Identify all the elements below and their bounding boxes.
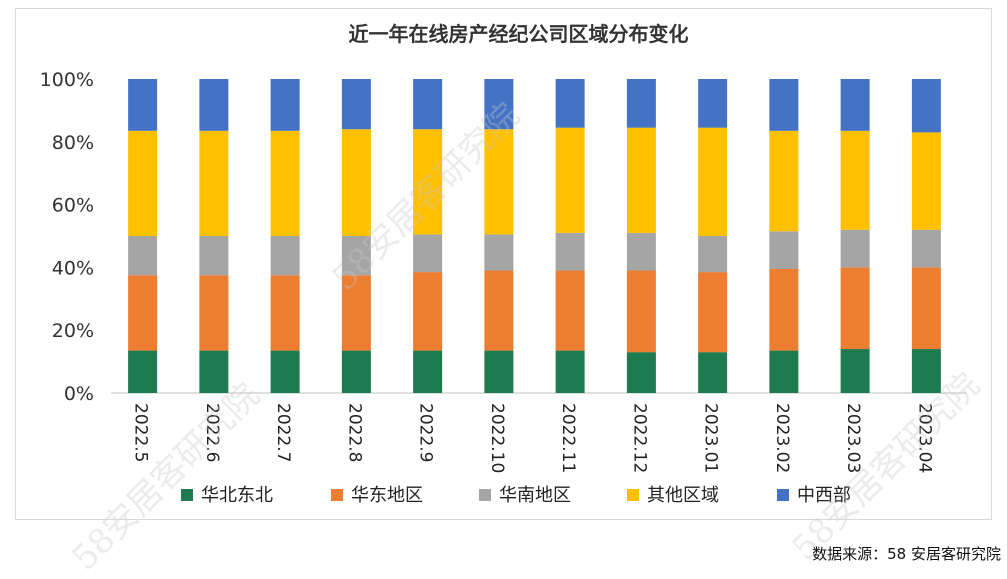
bar-segment [626, 127, 656, 233]
bar-segment [270, 79, 300, 131]
bar-segment [840, 79, 870, 131]
x-tick-label: 2022.7 [273, 403, 293, 462]
bar-segment [128, 79, 158, 131]
bar-segment [769, 268, 799, 351]
bar-segment [484, 270, 514, 351]
legend-label: 华南地区 [499, 485, 571, 506]
y-tick-label: 0% [64, 383, 94, 405]
bar-segment [840, 130, 870, 230]
bar-segment [626, 270, 656, 353]
bar-segment [555, 127, 585, 233]
bar-segment [626, 352, 656, 393]
y-tick-label: 60% [52, 195, 94, 217]
x-tick-label: 2023.01 [701, 403, 721, 473]
bar-segment [484, 129, 514, 235]
y-tick-label: 80% [52, 132, 94, 154]
bar-segment [199, 236, 229, 276]
source-label: 数据来源：58 安居客研究院 [812, 545, 1001, 563]
bar-segment [484, 234, 514, 271]
x-tick-label: 2022.11 [558, 403, 578, 473]
bar-segment [199, 275, 229, 351]
bar-segment [840, 267, 870, 350]
y-tick-label: 40% [52, 257, 94, 279]
bar-segment [270, 350, 300, 393]
bar-segment [341, 79, 371, 130]
bar-segment [840, 229, 870, 268]
legend-swatch [627, 489, 639, 501]
y-tick-label: 100% [40, 69, 94, 91]
bar-segment [911, 229, 941, 268]
bar-segment [911, 267, 941, 350]
legend-swatch [777, 489, 789, 501]
x-tick-label: 2022.6 [202, 403, 222, 462]
stacked-bar-chart: 近一年在线房产经纪公司区域分布变化 0% 20% 40% 60% 80% 100% 2022.… [40, 22, 966, 506]
x-tick-label: 2022.12 [629, 403, 649, 473]
bar-segment [840, 349, 870, 393]
bar-segment [413, 234, 443, 273]
bar-segment [698, 236, 728, 273]
x-tick-label: 2023.04 [914, 403, 934, 473]
x-tick-label: 2023.02 [772, 403, 792, 473]
bar-segment [769, 231, 799, 269]
legend-label: 其他区域 [647, 485, 719, 506]
x-tick-label: 2022.8 [344, 403, 364, 462]
bar-segment [341, 129, 371, 236]
bar-segment [341, 275, 371, 351]
bar-segment [698, 79, 728, 128]
legend-label: 华北东北 [201, 485, 273, 506]
bar-segment [413, 129, 443, 235]
bar-segment [626, 232, 656, 271]
bar-segment [199, 130, 229, 236]
bar-segment [555, 350, 585, 393]
legend-swatch [331, 489, 343, 501]
x-tick-label: 2022.5 [131, 403, 151, 462]
bar-segment [484, 79, 514, 130]
bar-segment [270, 236, 300, 276]
bar-segment [341, 236, 371, 276]
chart-frame: 近一年在线房产经纪公司区域分布变化 0% 20% 40% 60% 80% 100% 2022.… [15, 8, 992, 520]
bar-segment [341, 350, 371, 393]
legend-swatch [181, 489, 193, 501]
bar-segment [698, 272, 728, 353]
bar-segment [769, 79, 799, 131]
bar-segment [911, 132, 941, 230]
bar-segment [555, 232, 585, 271]
bar-segment [769, 350, 799, 393]
bar-segment [128, 236, 158, 276]
legend-swatch [479, 489, 491, 501]
bar-segment [626, 79, 656, 128]
x-tick-label: 2023.03 [843, 403, 863, 473]
bar-segment [698, 127, 728, 236]
bar-segment [413, 79, 443, 130]
bar-segment [555, 270, 585, 351]
bar-segment [555, 79, 585, 128]
bar-segment [911, 349, 941, 393]
bar-segment [199, 350, 229, 393]
legend-label: 中西部 [797, 485, 851, 506]
bar-segment [199, 79, 229, 131]
bar-segment [128, 350, 158, 393]
bar-segment [698, 352, 728, 393]
x-tick-label: 2022.10 [487, 403, 507, 473]
bar-segment [128, 275, 158, 351]
legend-label: 华东地区 [351, 485, 423, 506]
bar-segment [484, 350, 514, 393]
chart-title: 近一年在线房产经纪公司区域分布变化 [349, 22, 689, 46]
bar-segment [128, 130, 158, 236]
bar-segment [270, 130, 300, 236]
bar-segment [413, 272, 443, 351]
bar-segment [911, 79, 941, 133]
x-tick-label: 2022.9 [416, 403, 436, 462]
bar-segment [769, 130, 799, 232]
bar-segment [413, 350, 443, 393]
bar-segment [270, 275, 300, 351]
y-tick-label: 20% [52, 320, 94, 342]
